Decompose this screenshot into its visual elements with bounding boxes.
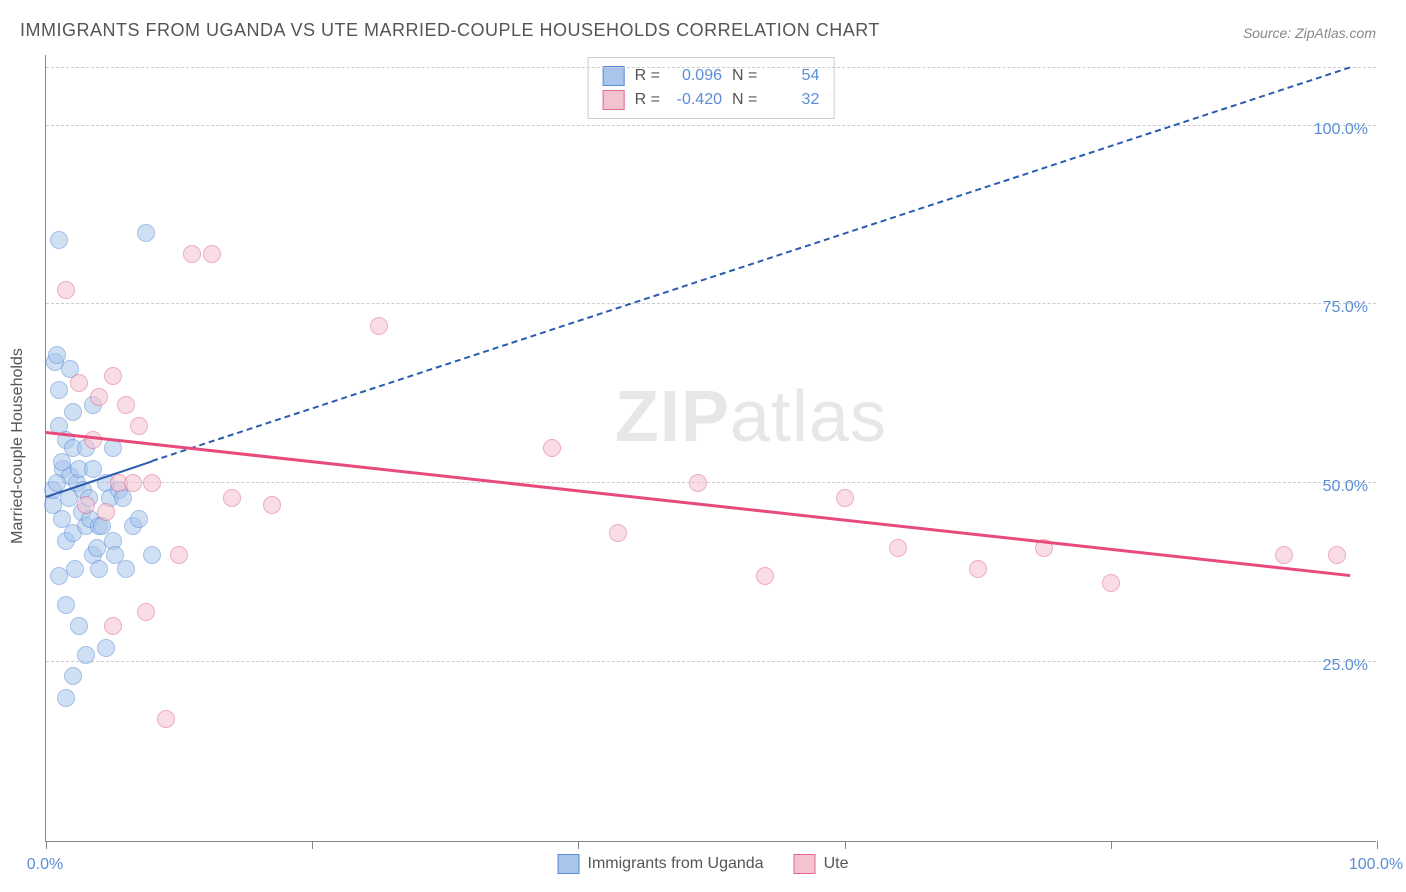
y-tick-label: 100.0% <box>1314 121 1368 139</box>
data-point <box>609 524 627 542</box>
data-point <box>97 503 115 521</box>
source-attribution: Source: ZipAtlas.com <box>1243 25 1376 41</box>
data-point <box>53 453 71 471</box>
data-point <box>64 403 82 421</box>
stats-legend-row: R = -0.420 N = 32 <box>603 88 820 112</box>
legend-swatch <box>794 854 816 874</box>
plot-area: ZIPatlas R =0.096N =54R =-0.420N =32 25.… <box>45 55 1376 842</box>
n-label: N = <box>732 88 757 112</box>
x-tick-label: 100.0% <box>1349 856 1403 874</box>
data-point <box>84 460 102 478</box>
r-value: -0.420 <box>670 88 722 112</box>
data-point <box>130 510 148 528</box>
data-point <box>57 281 75 299</box>
data-point <box>183 245 201 263</box>
data-point <box>137 603 155 621</box>
trend-line <box>46 431 1351 577</box>
data-point <box>203 245 221 263</box>
data-point <box>50 567 68 585</box>
x-tick <box>312 841 313 849</box>
data-point <box>969 560 987 578</box>
legend-swatch <box>603 90 625 110</box>
y-axis-title: Married-couple Households <box>9 348 27 544</box>
data-point <box>1328 546 1346 564</box>
gridline <box>46 661 1376 662</box>
legend-label: Immigrants from Uganda <box>588 855 764 873</box>
data-point <box>84 431 102 449</box>
data-point <box>66 560 84 578</box>
gridline <box>46 303 1376 304</box>
data-point <box>137 224 155 242</box>
data-point <box>77 496 95 514</box>
legend-item: Immigrants from Uganda <box>558 854 764 874</box>
x-tick <box>578 841 579 849</box>
y-tick-label: 50.0% <box>1323 478 1368 496</box>
data-point <box>57 689 75 707</box>
data-point <box>90 388 108 406</box>
data-point <box>104 617 122 635</box>
data-point <box>543 439 561 457</box>
trend-line-dashed <box>152 66 1351 461</box>
data-point <box>1275 546 1293 564</box>
data-point <box>143 546 161 564</box>
x-tick <box>1377 841 1378 849</box>
data-point <box>689 474 707 492</box>
gridline <box>46 67 1376 68</box>
data-point <box>170 546 188 564</box>
data-point <box>70 617 88 635</box>
y-tick-label: 25.0% <box>1323 657 1368 675</box>
series-legend: Immigrants from Uganda Ute <box>558 854 849 874</box>
data-point <box>90 560 108 578</box>
watermark: ZIPatlas <box>615 376 887 458</box>
data-point <box>97 639 115 657</box>
r-label: R = <box>635 88 660 112</box>
legend-item: Ute <box>794 854 849 874</box>
data-point <box>836 489 854 507</box>
data-point <box>50 231 68 249</box>
data-point <box>117 396 135 414</box>
data-point <box>117 560 135 578</box>
legend-swatch <box>603 66 625 86</box>
data-point <box>130 417 148 435</box>
data-point <box>223 489 241 507</box>
data-point <box>57 596 75 614</box>
data-point <box>143 474 161 492</box>
legend-swatch <box>558 854 580 874</box>
x-tick-label: 0.0% <box>27 856 63 874</box>
data-point <box>64 667 82 685</box>
chart-container: IMMIGRANTS FROM UGANDA VS UTE MARRIED-CO… <box>0 0 1406 892</box>
data-point <box>50 381 68 399</box>
data-point <box>157 710 175 728</box>
y-tick-label: 75.0% <box>1323 299 1368 317</box>
data-point <box>756 567 774 585</box>
data-point <box>70 374 88 392</box>
chart-title: IMMIGRANTS FROM UGANDA VS UTE MARRIED-CO… <box>20 20 880 41</box>
data-point <box>263 496 281 514</box>
data-point <box>77 646 95 664</box>
data-point <box>889 539 907 557</box>
data-point <box>48 346 66 364</box>
data-point <box>104 367 122 385</box>
stats-legend: R =0.096N =54R =-0.420N =32 <box>588 57 835 119</box>
n-value: 32 <box>767 88 819 112</box>
x-tick <box>845 841 846 849</box>
x-tick <box>1111 841 1112 849</box>
x-tick <box>46 841 47 849</box>
data-point <box>124 474 142 492</box>
legend-label: Ute <box>824 855 849 873</box>
data-point <box>370 317 388 335</box>
gridline <box>46 482 1376 483</box>
data-point <box>1102 574 1120 592</box>
